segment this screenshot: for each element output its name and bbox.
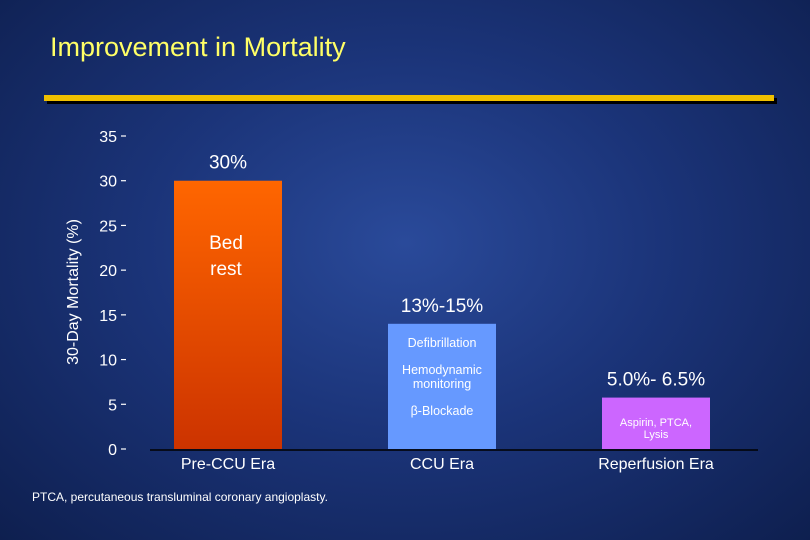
bar-2-annotation-3: β-Blockade xyxy=(411,404,474,418)
y-tick-label-0: 0 xyxy=(108,442,117,459)
bar-3-annotation-line-2: Lysis xyxy=(644,429,669,441)
bar-2 xyxy=(388,323,496,449)
bar-2-annotation-2-line-2: monitoring xyxy=(413,377,471,391)
bar-3 xyxy=(602,397,710,449)
y-tick-label-30: 30 xyxy=(99,174,117,191)
bar-2-annotation-1: Defibrillation xyxy=(408,336,477,350)
y-tick-label-5: 5 xyxy=(108,397,117,414)
y-tick-label-20: 20 xyxy=(99,263,117,280)
bar-2-annotation-2-line-1: Hemodynamic xyxy=(402,363,482,377)
value-label-1: 30% xyxy=(209,153,247,174)
x-category-label-1: Pre-CCU Era xyxy=(181,456,275,473)
bar-1 xyxy=(174,180,282,449)
y-axis-label: 30-Day Mortality (%) xyxy=(65,219,82,365)
title-underline xyxy=(44,95,774,101)
x-category-label-3: Reperfusion Era xyxy=(598,456,714,473)
y-tick-label-25: 25 xyxy=(99,218,117,235)
bar-1-annotation-line-1: Bed xyxy=(209,233,243,254)
value-label-3: 5.0%- 6.5% xyxy=(607,370,705,391)
y-tick-label-35: 35 xyxy=(99,129,117,146)
value-label-2: 13%-15% xyxy=(401,296,483,317)
bar-1-annotation-line-2: rest xyxy=(210,259,242,280)
footnote: PTCA, percutaneous transluminal coronary… xyxy=(32,490,328,504)
page-title: Improvement in Mortality xyxy=(50,32,346,62)
y-tick-label-15: 15 xyxy=(99,308,117,325)
x-category-label-2: CCU Era xyxy=(410,456,474,473)
y-tick-label-10: 10 xyxy=(99,353,117,370)
bar-3-annotation-line-1: Aspirin, PTCA, xyxy=(620,417,692,429)
